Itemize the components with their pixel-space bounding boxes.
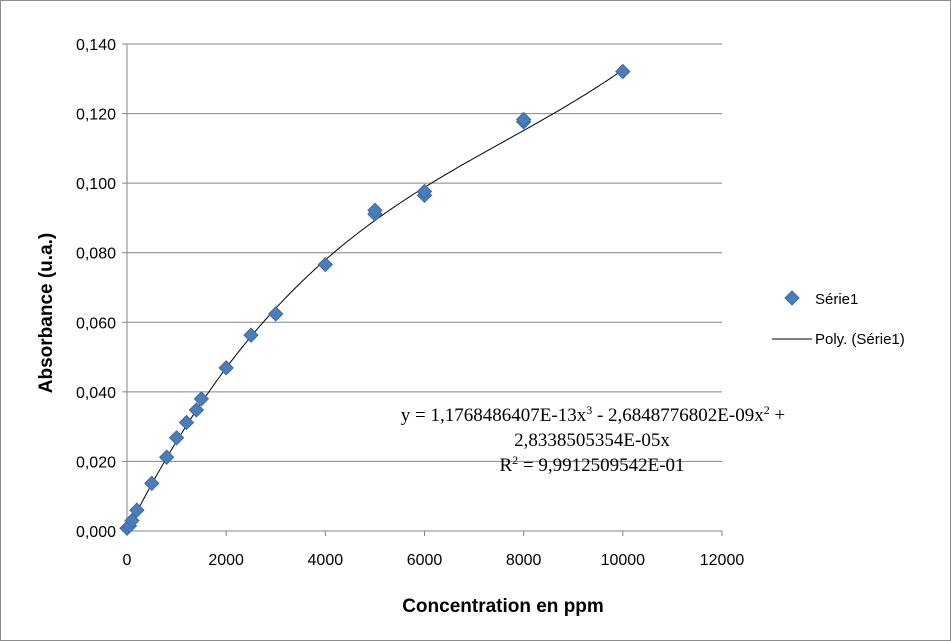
data-point: [144, 475, 160, 492]
data-point: [317, 256, 334, 273]
data-point: [243, 327, 259, 343]
trendline-equation: y = 1,1768486407E-13x3 - 2,6848776802E-0…: [401, 403, 785, 476]
legend-diamond-marker: [784, 290, 800, 306]
data-point: [268, 306, 284, 322]
data-point: [218, 360, 234, 376]
axes: [122, 43, 723, 536]
equation-line-2: 2,8338505354E-05x: [514, 430, 670, 451]
legend-label-trendline: Poly. (Série1): [815, 331, 905, 348]
legend-label-serie1: Série1: [815, 291, 858, 308]
x-tick-label: 8000: [506, 552, 542, 569]
x-tick-label: 10000: [601, 552, 646, 569]
gridlines: [127, 43, 722, 462]
data-point: [178, 414, 195, 431]
legend-item-serie1: Série1: [784, 290, 858, 308]
x-tick-label: 0: [123, 552, 132, 569]
y-tick-label: 0,020: [76, 454, 116, 471]
equation-line-1: y = 1,1768486407E-13x3 - 2,6848776802E-0…: [401, 403, 785, 426]
x-tick-labels: 0 2000 4000 6000 8000 10000 12000: [123, 552, 745, 569]
legend-item-trendline: Poly. (Série1): [772, 331, 905, 348]
x-tick-label: 4000: [308, 552, 344, 569]
y-tick-label: 0,100: [76, 176, 116, 193]
y-tick-label: 0,000: [76, 524, 116, 541]
x-tick-label: 12000: [700, 552, 745, 569]
data-point: [367, 202, 383, 218]
y-tick-label: 0,140: [76, 37, 116, 54]
data-point: [193, 391, 210, 407]
x-axis-title: Concentration en ppm: [402, 596, 604, 617]
data-point: [158, 449, 175, 465]
data-point: [168, 430, 185, 446]
data-point: [515, 111, 532, 128]
data-point: [416, 183, 433, 200]
data-point: [615, 63, 631, 80]
data-point: [129, 502, 145, 518]
equation-line-3: R2 = 9,9912509542E-01: [499, 453, 684, 476]
data-point: [188, 402, 205, 418]
x-tick-label: 2000: [208, 552, 244, 569]
y-tick-label: 0,080: [76, 246, 116, 263]
y-axis-title: Absorbance (u.a.): [36, 233, 57, 393]
data-point: [124, 512, 140, 529]
legend: Série1 Poly. (Série1): [772, 290, 905, 348]
y-tick-label: 0,060: [76, 315, 116, 332]
x-tick-label: 6000: [407, 552, 443, 569]
y-tick-label: 0,040: [76, 385, 116, 402]
y-tick-labels: 0,000 0,020 0,040 0,060 0,080 0,100 0,120 0,140: [76, 37, 116, 541]
data-points: [119, 63, 631, 536]
y-tick-label: 0,120: [76, 107, 116, 124]
